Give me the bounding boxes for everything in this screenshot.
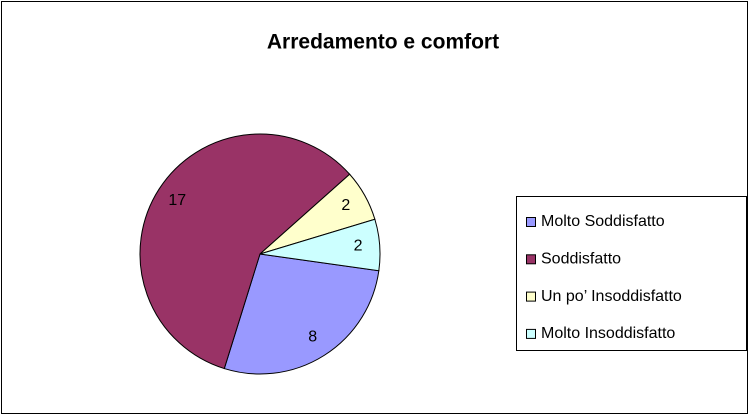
legend-box (516, 196, 747, 351)
data-label: 17 (168, 192, 186, 209)
data-label: 2 (341, 197, 350, 214)
legend-label: Soddisfatto (541, 251, 621, 268)
legend-swatch (526, 291, 536, 302)
data-label: 2 (354, 238, 363, 255)
pie-slice (139, 133, 351, 370)
legend-swatch (526, 217, 536, 227)
pie-slice (223, 253, 380, 375)
legend-swatch (526, 254, 536, 265)
data-label: 8 (308, 328, 317, 345)
legend-label: Molto Insoddisfatto (541, 325, 675, 342)
pie-slice (259, 218, 381, 272)
legend-label: Un po’ Insoddisfatto (541, 288, 682, 305)
legend-swatch (526, 328, 536, 339)
legend-label: Molto Soddisfatto (541, 213, 665, 230)
chart-title: Arredamento e comfort (267, 31, 499, 54)
